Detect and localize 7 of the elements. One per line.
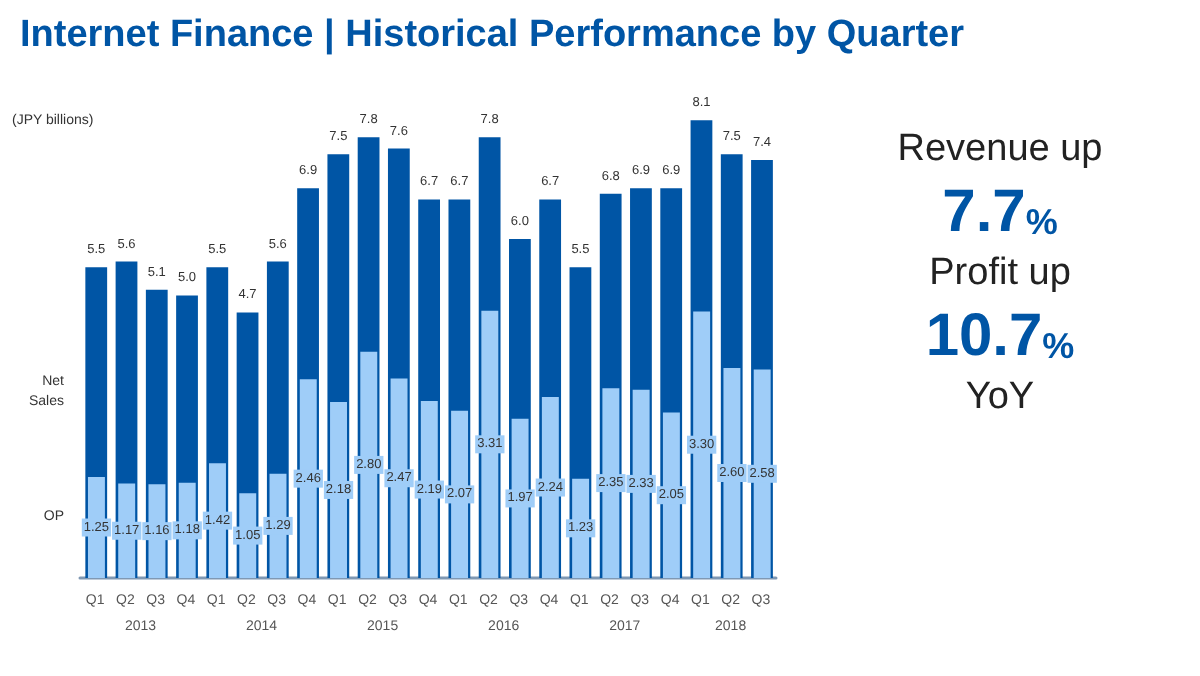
bar — [330, 401, 347, 578]
chart-title: Internet Finance | Historical Performance by Quarter — [20, 14, 966, 56]
text: Profit up — [929, 252, 1071, 294]
text: 10.7% — [925, 303, 1075, 369]
text: YoY — [965, 376, 1035, 418]
text: 7.7% — [942, 179, 1058, 245]
text: Revenue up — [897, 128, 1103, 170]
